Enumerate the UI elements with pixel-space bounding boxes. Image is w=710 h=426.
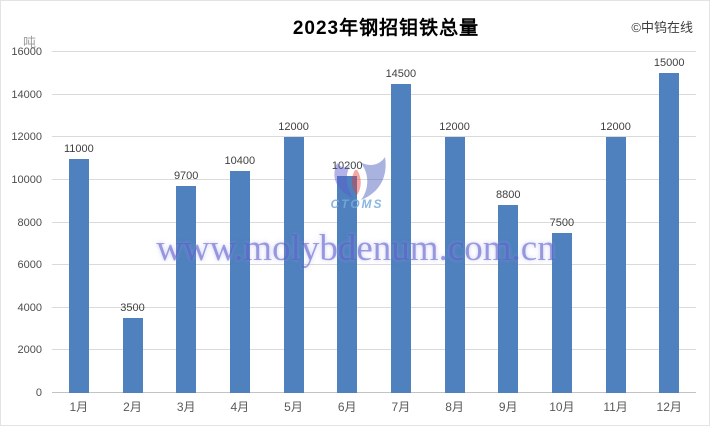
chart-title: 2023年钢招钼铁总量 (292, 18, 480, 39)
y-tick-label: 14000 (11, 88, 42, 101)
bar (283, 137, 304, 393)
x-tick-label: 7月 (391, 400, 411, 414)
x-tick-label: 3月 (176, 400, 196, 414)
bar-data-label: 10400 (224, 155, 256, 168)
bars-container: 11000 3500 9700 10400 12000 10200 14500 12000 88… (52, 52, 696, 393)
bar (444, 137, 465, 393)
x-tick-label: 12月 (656, 400, 682, 414)
x-tick-label: 1月 (69, 400, 89, 414)
y-tick-label: 6000 (17, 259, 42, 272)
x-axis-labels: 1月 2月 3月 4月 5月 6月 7月 8月 9月 10月 11月 12月 (52, 398, 696, 415)
y-gridline (52, 221, 696, 223)
bar (659, 73, 680, 393)
bar-column: 10400 (213, 155, 267, 393)
y-tick-label: 16000 (11, 46, 42, 58)
x-tick-label: 4月 (230, 400, 250, 414)
bar (68, 158, 89, 393)
bar (337, 175, 358, 393)
bar-column: 12000 (428, 121, 482, 393)
copyright-label: ©中钨在线 (631, 20, 693, 35)
bar-column: 8800 (481, 189, 535, 393)
bar (551, 233, 572, 393)
x-axis-line (52, 392, 696, 393)
y-tick-label: 10000 (11, 173, 42, 186)
y-gridline (52, 93, 696, 95)
y-gridline (52, 136, 696, 138)
bar-data-label: 12000 (278, 121, 309, 134)
y-axis-unit-label: 吨 (23, 35, 37, 50)
plot-area: 11000 3500 9700 10400 12000 10200 14500 12000 88… (52, 51, 696, 393)
bar-column: 7500 (535, 217, 589, 393)
bar-column: 15000 (642, 57, 696, 393)
bar (176, 186, 197, 393)
y-gridline (52, 51, 696, 52)
y-tick-label: 0 (35, 387, 42, 399)
bar-column: 14500 (374, 68, 428, 393)
x-tick-label: 9月 (498, 400, 518, 414)
x-tick-label: 11月 (603, 400, 628, 414)
y-tick-label: 12000 (11, 131, 42, 144)
bar-data-label: 14500 (385, 67, 417, 80)
y-tick-label: 8000 (17, 216, 42, 229)
bar-data-label: 15000 (653, 57, 685, 70)
bar-data-label: 10200 (331, 159, 363, 172)
bar (229, 171, 250, 393)
bar (498, 205, 519, 393)
y-gridline (52, 264, 696, 266)
bar (122, 318, 143, 393)
bar-data-label: 7500 (549, 217, 575, 230)
bar-data-label: 3500 (120, 302, 145, 315)
x-tick-label: 8月 (445, 400, 464, 414)
bar-column: 9700 (159, 170, 213, 393)
bar-data-label: 11000 (63, 142, 94, 155)
bar-column: 3500 (106, 302, 160, 393)
x-tick-label: 10月 (549, 400, 575, 414)
y-gridline (52, 306, 696, 308)
bar-column: 11000 (52, 143, 106, 393)
bar-data-label: 8800 (495, 189, 521, 202)
y-gridline (52, 349, 696, 351)
bar (390, 83, 411, 393)
x-tick-label: 2月 (123, 400, 142, 414)
x-tick-label: 6月 (337, 400, 357, 414)
x-tick-label: 5月 (284, 400, 303, 414)
bar-column: 12000 (267, 121, 321, 393)
y-gridline (52, 178, 696, 180)
bar (605, 137, 626, 393)
bar-column: 10200 (320, 160, 374, 393)
y-tick-label: 4000 (17, 301, 42, 314)
bar-data-label: 12000 (439, 121, 470, 134)
bar-data-label: 9700 (173, 170, 199, 183)
bar-column: 12000 (589, 121, 643, 393)
y-tick-label: 2000 (17, 344, 42, 357)
bar-data-label: 12000 (600, 121, 631, 134)
